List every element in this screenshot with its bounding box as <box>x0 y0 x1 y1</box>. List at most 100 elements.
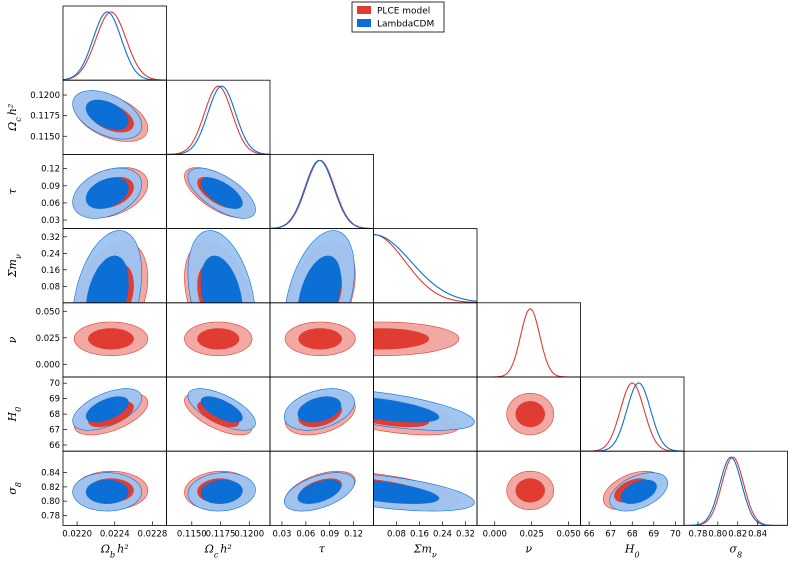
ytick-label-och2: 0.1175 <box>30 112 60 122</box>
ytick-label-H0: 67 <box>49 426 60 436</box>
ytick-label-s8: 0.82 <box>41 483 60 493</box>
contour-inner-lcdm-och2-tau <box>200 177 243 209</box>
panel-s8-s8 <box>684 456 788 526</box>
ytick-label-H0: 69 <box>49 395 60 405</box>
panel-frame <box>62 5 167 81</box>
panel-mnu-s8 <box>373 473 475 512</box>
ytick-label-och2: 0.1150 <box>30 132 60 142</box>
yaxis-label-s8: σ8 <box>6 482 23 495</box>
xtick-label-och2: 0.1200 <box>234 529 264 539</box>
yaxis-label-H0: H0 <box>6 407 23 423</box>
ytick-label-nu: 0.000 <box>36 360 60 370</box>
panel-tau-mnu <box>285 230 356 303</box>
panel-nu-s8 <box>506 470 555 511</box>
legend-swatch-plce <box>357 6 371 14</box>
panel-frame <box>683 450 788 526</box>
panel-och2-mnu <box>184 230 255 303</box>
panel-obh2-mnu <box>73 230 149 303</box>
contour-inner-lcdm-och2-H0 <box>200 396 243 423</box>
panel-mnu-H0 <box>373 391 475 436</box>
contour-inner-lcdm-obh2-mnu <box>86 255 129 303</box>
panel-mnu-mnu <box>373 234 477 303</box>
panel-tau-tau <box>270 159 374 229</box>
contour-inner-lcdm-tau-mnu <box>298 255 342 303</box>
panel-frame <box>476 302 581 378</box>
xaxis-label-s8: σ8 <box>729 542 742 559</box>
xaxis-label-och2: Ωc h² <box>204 542 232 559</box>
ytick-label-mnu: 0.24 <box>41 249 60 259</box>
ytick-label-H0: 68 <box>49 410 60 420</box>
panel-tau-H0 <box>283 388 356 436</box>
marginal-plce-s8 <box>684 456 788 526</box>
panel-frame <box>166 79 271 155</box>
contour-inner-lcdm-och2-s8 <box>200 479 243 504</box>
marginal-plce-mnu <box>373 234 477 303</box>
marginal-plce-och2 <box>166 85 270 155</box>
ytick-label-tau: 0.06 <box>41 199 60 209</box>
ytick-label-tau: 0.09 <box>41 182 60 192</box>
xtick-label-tau: 0.03 <box>272 529 291 539</box>
contour-inner-lcdm-tau-s8 <box>297 479 342 504</box>
yaxis-label-nu: ν <box>6 336 19 343</box>
panel-frame <box>580 376 685 452</box>
xtick-label-och2: 0.1175 <box>206 529 236 539</box>
ytick-label-mnu: 0.16 <box>41 266 60 276</box>
panel-och2-s8 <box>184 470 256 512</box>
xtick-label-nu: 0.025 <box>520 529 544 539</box>
xtick-label-mnu: 0.32 <box>456 529 475 539</box>
xtick-label-H0: 70 <box>670 529 681 539</box>
contour-inner-plce-och2-nu <box>197 328 240 350</box>
panel-nu-H0 <box>506 392 555 436</box>
ytick-label-tau: 0.12 <box>41 165 60 175</box>
xtick-label-mnu: 0.24 <box>433 529 452 539</box>
panel-mnu-nu <box>373 321 460 357</box>
marginal-lcdm-H0 <box>580 382 684 452</box>
xaxis-label-tau: τ <box>319 542 326 555</box>
contour-inner-lcdm-obh2-H0 <box>85 396 129 423</box>
xtick-label-obh2: 0.0224 <box>100 529 130 539</box>
marginal-plce-H0 <box>580 382 684 452</box>
panel-obh2-H0 <box>72 388 149 436</box>
xtick-label-nu: 0.000 <box>483 529 507 539</box>
xtick-label-s8: 0.78 <box>688 529 707 539</box>
xaxis-label-obh2: Ωb h² <box>100 542 129 559</box>
panel-H0-H0 <box>580 382 684 452</box>
panel-obh2-tau <box>72 167 149 219</box>
legend-label-lcdm: LambdaCDM <box>377 20 434 30</box>
contour-inner-lcdm-obh2-s8 <box>85 479 129 504</box>
contour-inner-plce-mnu-nu <box>373 328 430 350</box>
panel-och2-och2 <box>166 85 270 155</box>
panel-och2-H0 <box>184 388 256 436</box>
xtick-label-och2: 0.1150 <box>177 529 207 539</box>
yaxis-label-mnu: Σmν <box>6 254 23 278</box>
xtick-label-mnu: 0.16 <box>410 529 429 539</box>
marginal-plce-nu <box>477 308 581 377</box>
legend-label-plce: PLCE model <box>377 7 430 17</box>
legend: PLCE model LambdaCDM <box>351 1 445 33</box>
xtick-label-s8: 0.82 <box>728 529 747 539</box>
contour-inner-lcdm-obh2-och2 <box>85 99 129 131</box>
ytick-label-mnu: 0.08 <box>41 282 60 292</box>
panel-tau-s8 <box>283 470 356 512</box>
xtick-label-mnu: 0.08 <box>387 529 406 539</box>
panel-H0-s8 <box>602 470 669 512</box>
marginal-lcdm-och2 <box>166 85 270 155</box>
ytick-label-tau: 0.03 <box>41 216 60 226</box>
xtick-label-H0: 69 <box>648 529 659 539</box>
marginal-lcdm-s8 <box>684 456 788 526</box>
contour-inner-lcdm-H0-s8 <box>620 479 657 504</box>
panel-frame <box>269 153 374 229</box>
xaxis-label-nu: ν <box>525 542 532 555</box>
ytick-label-s8: 0.84 <box>41 469 60 479</box>
contour-inner-plce-nu-s8 <box>515 478 545 503</box>
marginal-lcdm-obh2 <box>63 11 167 81</box>
contour-inner-lcdm-och2-mnu <box>200 255 243 303</box>
contour-inner-lcdm-tau-H0 <box>297 396 342 423</box>
panel-och2-tau <box>184 167 256 219</box>
yaxis-label-och2: Ωch² <box>6 104 23 132</box>
marginal-lcdm-tau <box>270 159 374 229</box>
xtick-label-H0: 67 <box>605 529 616 539</box>
ytick-label-mnu: 0.32 <box>41 233 60 243</box>
marginal-plce-obh2 <box>63 11 167 81</box>
